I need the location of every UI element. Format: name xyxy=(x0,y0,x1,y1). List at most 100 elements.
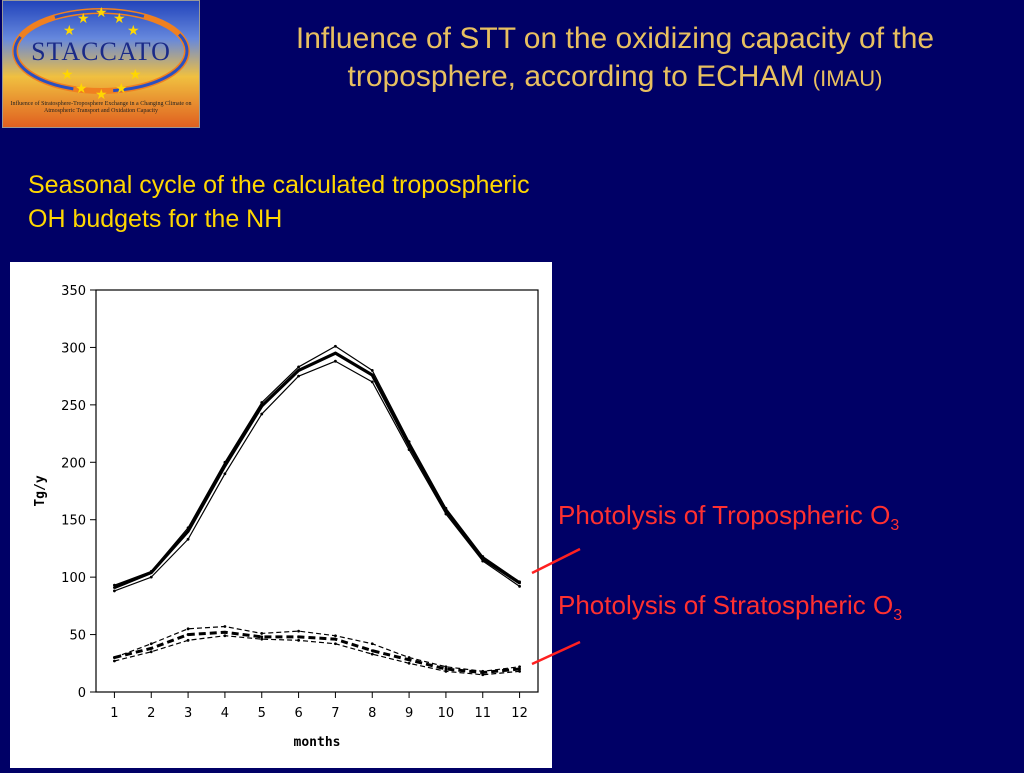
series-2-point xyxy=(297,369,300,372)
series-6-point xyxy=(149,650,153,654)
series-1-point xyxy=(370,369,374,372)
series-line-4 xyxy=(114,625,520,672)
y-tick-label: 0 xyxy=(78,686,86,701)
series-4-point xyxy=(518,665,521,669)
logo-brand: STACCATO xyxy=(31,37,171,66)
series-line-1 xyxy=(114,345,520,586)
x-tick-label: 1 xyxy=(110,706,118,721)
series-line-2 xyxy=(113,351,521,589)
series-3-point xyxy=(297,374,300,378)
series-2-point xyxy=(407,443,411,447)
series-5-point xyxy=(113,656,116,659)
svg-text:★: ★ xyxy=(95,5,108,21)
svg-text:★: ★ xyxy=(95,87,108,103)
series-4-point xyxy=(370,642,374,646)
series-2-point xyxy=(370,373,374,377)
series-6-point xyxy=(186,638,190,642)
x-tick-label: 3 xyxy=(184,706,192,721)
series-2-point xyxy=(334,351,337,355)
slide-title: Influence of STT on the oxidizing capaci… xyxy=(230,20,1000,98)
y-tick-label: 150 xyxy=(61,514,86,529)
x-tick-label: 12 xyxy=(511,706,528,721)
logo-graphic: ★ ★ ★ ★ ★ ★ ★ ★ ★ ★ xyxy=(12,5,190,103)
x-tick-label: 6 xyxy=(294,706,302,721)
series-5-point xyxy=(149,646,153,650)
series-3-point xyxy=(518,584,521,588)
series-3-point xyxy=(186,537,190,541)
series-5-point xyxy=(260,635,264,639)
series-5-point xyxy=(223,630,227,634)
series-5-point xyxy=(444,667,448,671)
x-tick-label: 7 xyxy=(331,706,339,721)
y-tick-label: 300 xyxy=(61,341,86,356)
strato-label-text: Photolysis of Stratospheric O xyxy=(558,590,894,620)
series-2-point xyxy=(444,509,448,512)
series-4-point xyxy=(223,625,227,628)
series-3-point xyxy=(113,589,116,593)
series-line-5 xyxy=(114,630,520,674)
series-4-point xyxy=(260,632,264,635)
series-5-point xyxy=(407,658,411,662)
series-6-point xyxy=(297,638,300,642)
series-3-point xyxy=(481,559,485,563)
series-2-point xyxy=(186,529,190,533)
series-3-point xyxy=(370,380,374,384)
series-3-point xyxy=(149,575,153,579)
series-5-point xyxy=(518,667,521,671)
series-2-point xyxy=(149,571,153,574)
x-tick-label: 2 xyxy=(147,706,155,721)
series-3-point xyxy=(334,359,337,363)
x-tick-label: 9 xyxy=(405,706,413,721)
series-3-point xyxy=(223,472,227,476)
series-4-point xyxy=(149,642,153,646)
svg-text:★: ★ xyxy=(63,23,76,39)
svg-text:★: ★ xyxy=(77,11,90,27)
svg-text:★: ★ xyxy=(75,81,88,97)
y-tick-label: 100 xyxy=(61,571,86,586)
tropo-label-subscript: 3 xyxy=(890,517,900,535)
slide-title-main: Influence of STT on the oxidizing capaci… xyxy=(295,22,935,93)
y-tick-label: 350 xyxy=(61,284,86,299)
series-line-3 xyxy=(114,360,520,592)
series-6-point xyxy=(334,642,337,646)
series-6-point xyxy=(223,634,227,638)
series-2-point xyxy=(518,581,521,585)
x-tick-label: 8 xyxy=(368,706,376,721)
series-4-point xyxy=(444,665,448,669)
series-5-point xyxy=(481,671,485,674)
series-2-point xyxy=(260,404,264,408)
plot-frame xyxy=(95,289,539,693)
slide-subtitle: Seasonal cycle of the calculated troposp… xyxy=(28,171,530,233)
series-6-point xyxy=(481,673,485,677)
x-tick-label: 5 xyxy=(258,706,266,721)
series-2-point xyxy=(113,586,116,589)
chart-panel: 0 50 100 150 200 250 300 350 1 2 3 4 5 6 7 8 9 10 11 12 mont… xyxy=(10,262,552,768)
series-3-point xyxy=(260,412,264,416)
tropo-label-text: Photolysis of Tropospheric O xyxy=(558,500,891,530)
series-line-6 xyxy=(114,635,520,676)
svg-text:★: ★ xyxy=(113,11,126,27)
svg-text:★: ★ xyxy=(129,67,142,83)
y-tick-label: 200 xyxy=(61,456,86,471)
series-4-point xyxy=(297,629,300,633)
series-6-point xyxy=(370,652,374,656)
y-tick-label: 50 xyxy=(69,629,86,644)
x-tick-label: 11 xyxy=(474,706,491,721)
x-axis-label: months xyxy=(294,735,341,750)
tropo-label: Photolysis of Tropospheric O3 xyxy=(558,500,899,535)
series-1-point xyxy=(297,365,300,369)
series-3-point xyxy=(444,512,448,516)
series-6-point xyxy=(407,661,411,665)
series-6-point xyxy=(113,659,116,663)
svg-text:★: ★ xyxy=(61,67,74,83)
series-5-point xyxy=(370,649,374,653)
svg-text:★: ★ xyxy=(115,81,128,97)
logo-tagline: Influence of Stratosphere-Troposphere Ex… xyxy=(10,101,192,114)
series-5-point xyxy=(334,637,337,641)
series-5-point xyxy=(297,635,300,639)
x-tick-label: 10 xyxy=(438,706,455,721)
series-2-point xyxy=(223,464,227,468)
strato-label: Photolysis of Stratospheric O3 xyxy=(558,590,902,625)
series-1-point xyxy=(334,344,337,348)
